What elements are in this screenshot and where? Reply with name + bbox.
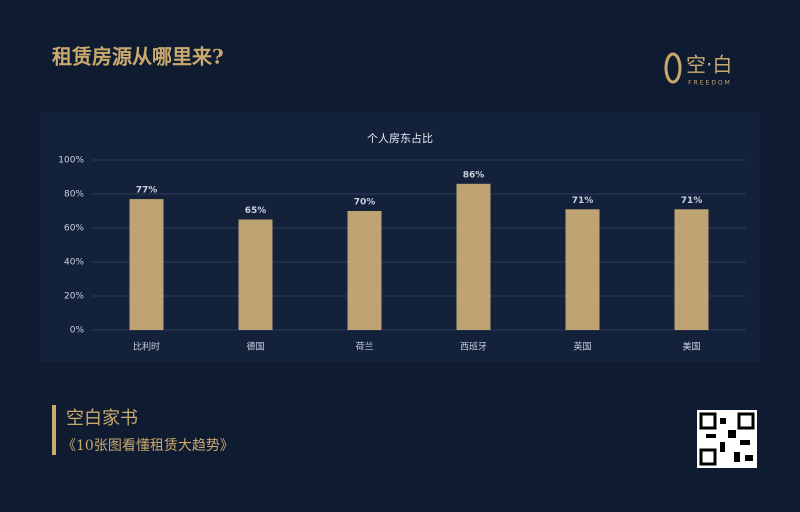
- value-label: 77%: [136, 186, 158, 196]
- y-tick-label: 80%: [64, 190, 84, 200]
- logo-mark: [664, 52, 682, 84]
- x-tick-label: 德国: [246, 341, 264, 353]
- chart-title: 个人房东占比: [367, 131, 433, 145]
- brand: 空白家书: [66, 408, 138, 429]
- value-label: 71%: [681, 196, 703, 206]
- bar: [674, 209, 709, 330]
- y-tick-label: 60%: [64, 224, 84, 234]
- page-title: 租赁房源从哪里来?: [52, 45, 224, 69]
- x-tick-label: 美国: [682, 341, 700, 353]
- x-tick-label: 英国: [573, 341, 591, 353]
- bar: [456, 183, 491, 330]
- value-label: 71%: [572, 196, 594, 206]
- value-label: 65%: [245, 206, 267, 216]
- value-label: 70%: [354, 198, 376, 208]
- x-tick-label: 比利时: [133, 341, 160, 353]
- bar: [129, 199, 164, 330]
- bar: [347, 211, 382, 330]
- bar: [238, 219, 273, 330]
- qr-code: [697, 410, 757, 468]
- y-tick-label: 0%: [70, 326, 85, 336]
- y-tick-label: 40%: [64, 258, 84, 268]
- logo-subtext: FREEDOM: [688, 80, 732, 87]
- x-tick-label: 西班牙: [460, 341, 487, 353]
- bar: [565, 209, 600, 330]
- book-title: 《10张图看懂租赁大趋势》: [62, 438, 234, 454]
- value-label: 86%: [463, 170, 485, 180]
- y-tick-label: 100%: [58, 156, 84, 166]
- y-tick-label: 20%: [64, 292, 84, 302]
- accent-bar: [52, 405, 56, 455]
- logo-text: 空·白: [686, 53, 732, 77]
- x-tick-label: 荷兰: [355, 341, 373, 353]
